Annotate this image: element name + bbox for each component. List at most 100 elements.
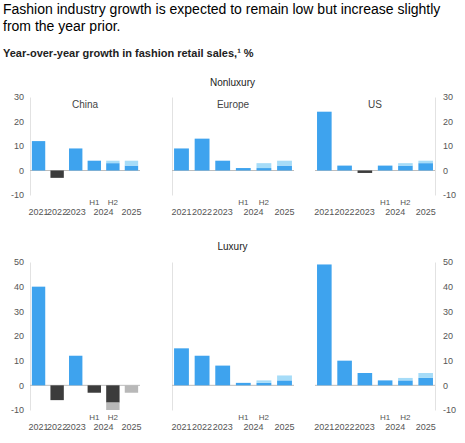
bars	[174, 139, 292, 171]
bar	[236, 383, 251, 385]
y-axis: -100102030	[11, 92, 31, 200]
y-tick-label: 20	[443, 331, 453, 341]
bars	[32, 141, 138, 178]
x-group-label: 2024	[94, 422, 114, 432]
y-tick: -10	[11, 405, 30, 415]
bar	[277, 375, 292, 380]
y-tick: 30	[435, 92, 453, 102]
x-tick-label: H1	[238, 413, 249, 422]
panel: 202120222023H1H220252024	[171, 263, 294, 433]
bar	[106, 403, 119, 410]
x-tick: H1	[89, 410, 100, 422]
bar	[106, 385, 119, 402]
x-tick-label: 2025	[416, 207, 436, 217]
y-axis-line	[30, 98, 31, 196]
bar	[106, 163, 119, 170]
y-tick: 0	[435, 166, 448, 176]
y-tick-label: 40	[14, 282, 24, 292]
x-tick: 2021	[29, 410, 49, 432]
bar	[337, 361, 352, 386]
x-axis: 202120222023H1H22025	[29, 410, 142, 432]
y-tick: 40	[435, 282, 453, 292]
x-tick-label: 2025	[121, 207, 141, 217]
bar	[174, 148, 189, 170]
bar	[50, 171, 63, 178]
bar	[236, 168, 251, 170]
x-tick: 2022	[335, 410, 355, 432]
y-tick: 20	[435, 117, 453, 127]
panel-title: China	[72, 99, 99, 110]
bar	[378, 380, 393, 385]
bar	[398, 378, 413, 380]
bar	[418, 163, 433, 170]
y-axis-line	[30, 263, 31, 411]
y-axis-line	[172, 263, 173, 411]
x-tick: 2025	[121, 195, 141, 217]
panel: 202120222023H1H220252024Europe	[171, 98, 294, 218]
y-tick-label: 20	[14, 331, 24, 341]
x-tick-label: H2	[108, 413, 119, 422]
bar	[256, 168, 271, 170]
y-tick: 10	[435, 356, 453, 366]
x-group-label: 2024	[94, 207, 114, 217]
x-tick-label: 2021	[314, 422, 334, 432]
x-tick: 2022	[47, 410, 67, 432]
bar	[195, 139, 210, 171]
y-axis	[172, 263, 174, 411]
x-tick: 2025	[275, 410, 295, 432]
x-tick: H2	[400, 410, 411, 422]
y-tick-label: 10	[14, 356, 24, 366]
x-tick: 2021	[171, 195, 191, 217]
x-tick-label: H2	[108, 198, 119, 207]
zero-line	[30, 385, 140, 386]
x-tick-label: 2021	[29, 207, 49, 217]
x-tick: 2023	[355, 195, 375, 217]
x-tick: H1	[238, 410, 249, 422]
y-tick-label: 0	[19, 166, 24, 176]
y-tick: 50	[14, 257, 30, 267]
panel-title: US	[368, 99, 382, 110]
x-tick: H2	[259, 195, 270, 207]
x-tick-label: H1	[89, 198, 100, 207]
y-tick: -10	[435, 405, 456, 415]
x-group-label: 2024	[244, 207, 264, 217]
subtitle: Year-over-year growth in fashion retail …	[3, 47, 254, 59]
y-tick: -10	[11, 190, 30, 200]
x-tick-label: 2025	[121, 422, 141, 432]
x-axis: 202120222023H1H22025	[314, 410, 435, 432]
x-tick-label: 2023	[66, 207, 86, 217]
panel: -1001020304050202120222023H1H220252024	[314, 257, 456, 432]
x-axis-line	[31, 410, 141, 411]
bar	[174, 348, 189, 385]
bars	[317, 112, 433, 173]
bar	[337, 166, 352, 171]
title: Fashion industry growth is expected to r…	[3, 1, 440, 34]
x-tick-label: 2021	[29, 422, 49, 432]
bar	[418, 378, 433, 385]
bar	[317, 264, 332, 385]
y-tick-label: 10	[14, 141, 24, 151]
x-tick-label: 2025	[275, 422, 295, 432]
x-tick: 2021	[29, 195, 49, 217]
y-tick-label: -10	[443, 190, 456, 200]
panel: -100102030202120222023H1H220252024China	[11, 92, 141, 217]
chart-root: Fashion industry growth is expected to r…	[0, 0, 465, 443]
bar	[358, 171, 373, 173]
x-tick-label: 2023	[213, 422, 233, 432]
y-tick: 50	[435, 257, 453, 267]
x-tick-label: H2	[400, 413, 411, 422]
y-tick-label: 0	[19, 381, 24, 391]
bar	[88, 385, 101, 392]
y-tick: 20	[435, 331, 453, 341]
x-tick: 2022	[192, 410, 212, 432]
section-title: Luxury	[217, 241, 247, 252]
x-tick-label: 2022	[192, 207, 212, 217]
x-tick: H2	[108, 195, 119, 207]
x-tick-label: 2022	[47, 422, 67, 432]
y-tick-label: 30	[14, 92, 24, 102]
bar	[125, 385, 138, 392]
y-tick-label: 30	[14, 307, 24, 317]
bar	[398, 163, 413, 165]
y-tick-label: 10	[443, 356, 453, 366]
x-tick-label: H1	[89, 413, 100, 422]
